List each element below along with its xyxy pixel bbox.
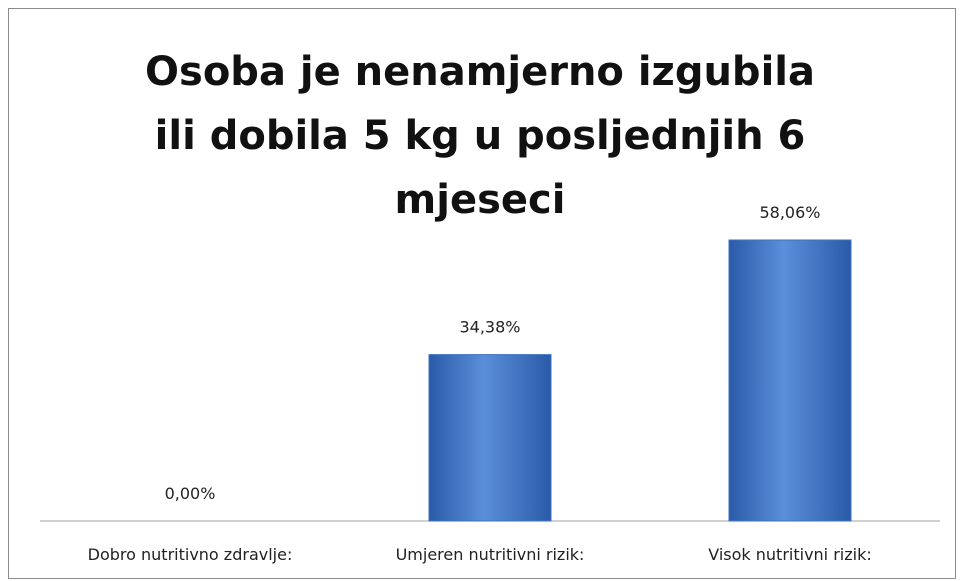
chart-frame bbox=[8, 8, 956, 579]
value-label: 34,38% bbox=[459, 318, 520, 337]
bar bbox=[728, 239, 852, 522]
x-tick-label: Visok nutritivni rizik: bbox=[708, 545, 871, 564]
value-label: 0,00% bbox=[165, 484, 216, 503]
x-tick-label: Umjeren nutritivni rizik: bbox=[396, 545, 585, 564]
chart-title: Osoba je nenamjerno izgubila ili dobila … bbox=[145, 49, 815, 223]
x-tick-label: Dobro nutritivno zdravlje: bbox=[88, 545, 293, 564]
bar bbox=[428, 354, 552, 522]
value-label: 58,06% bbox=[759, 203, 820, 222]
